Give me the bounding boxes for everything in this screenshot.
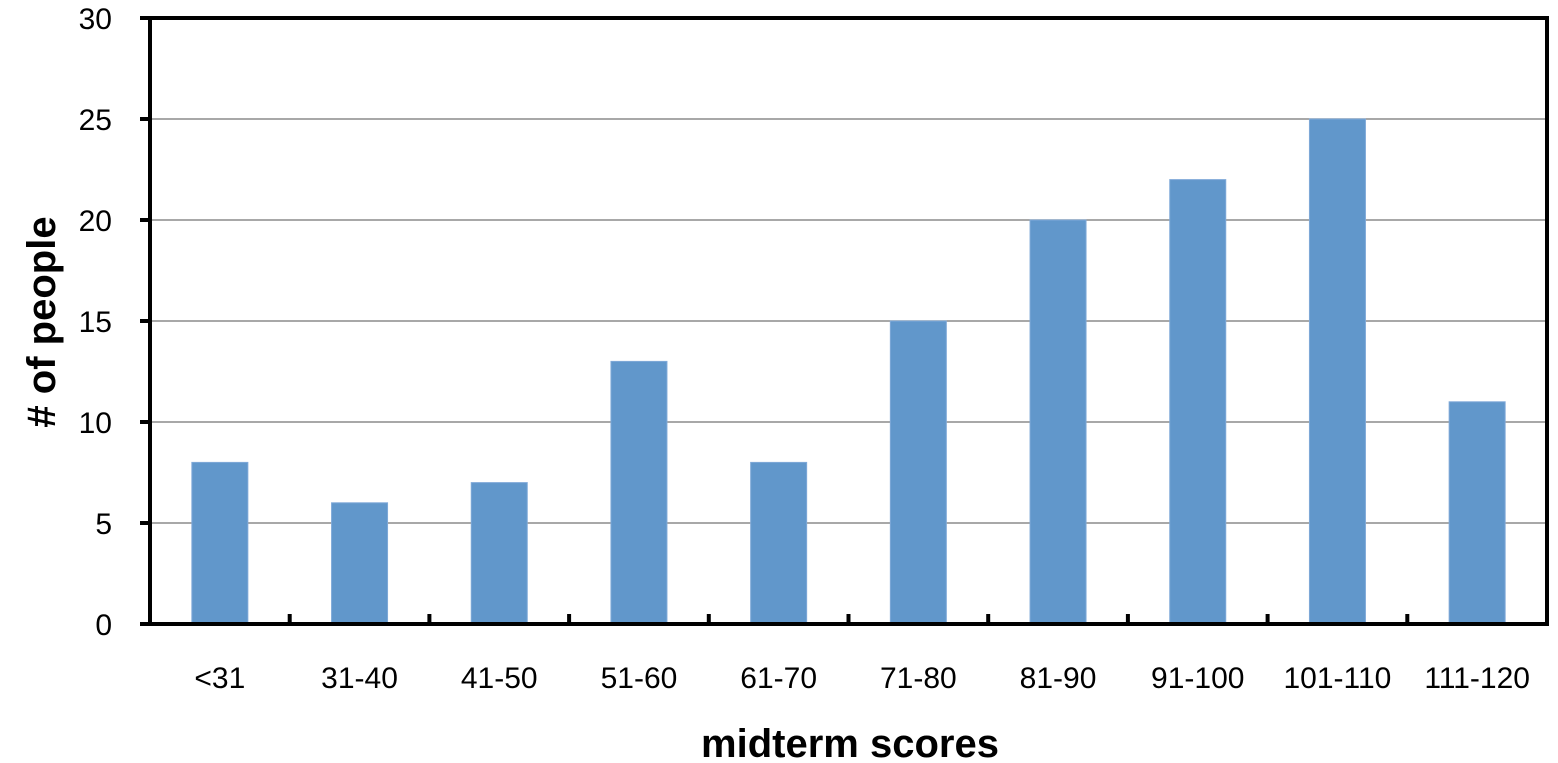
x-tick-label: <31 [194, 662, 245, 695]
y-tick-label: 20 [79, 205, 112, 238]
y-tick-label: 0 [95, 609, 112, 642]
bar [1308, 118, 1366, 625]
y-tick-label: 25 [79, 104, 112, 137]
bar [750, 461, 808, 625]
bars [191, 118, 1506, 625]
x-tick-label: 61-70 [740, 662, 817, 695]
bar [191, 461, 249, 625]
x-tick-label: 51-60 [601, 662, 678, 695]
bar [610, 360, 668, 625]
x-tick-label: 81-90 [1020, 662, 1097, 695]
x-axis-title: midterm scores [701, 722, 999, 763]
bar [1169, 179, 1227, 625]
x-tick-label: 111-120 [1424, 662, 1530, 695]
bar [1029, 219, 1087, 625]
y-axis-title: # of people [20, 216, 64, 427]
bar [889, 320, 947, 625]
bar [331, 502, 389, 625]
bar [470, 482, 528, 625]
axes [140, 16, 1549, 626]
x-tick-label: 91-100 [1151, 662, 1244, 695]
y-tick-label: 30 [79, 3, 112, 36]
x-tick-label: 31-40 [321, 662, 398, 695]
x-tick-label: 101-110 [1284, 662, 1392, 695]
bar [1448, 401, 1506, 625]
y-tick-label: 5 [95, 508, 112, 541]
x-tick-label: 71-80 [880, 662, 957, 695]
y-tick-label: 15 [79, 306, 112, 339]
x-tick-label: 41-50 [461, 662, 538, 695]
y-tick-labels: 0 5 10 15 20 25 30 [79, 3, 112, 642]
x-tick-labels: <31 31-40 41-50 51-60 61-70 71-80 81-90 91-100 1… [194, 662, 1530, 695]
y-tick-label: 10 [79, 407, 112, 440]
